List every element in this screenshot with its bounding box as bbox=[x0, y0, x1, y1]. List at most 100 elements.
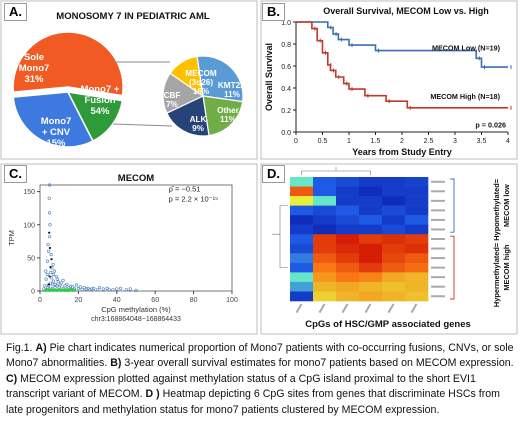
scatter-point bbox=[43, 284, 47, 288]
heatmap-cell bbox=[313, 196, 337, 206]
heatmap-cell bbox=[405, 196, 429, 206]
y-tick-label: 0 bbox=[31, 289, 35, 296]
scatter-point bbox=[134, 288, 138, 292]
scatter-point bbox=[44, 269, 48, 273]
heatmap-cell bbox=[313, 291, 337, 302]
heatmap-cell bbox=[336, 234, 360, 245]
heatmap-cell bbox=[359, 177, 383, 187]
x-tick-label: 100 bbox=[226, 297, 238, 304]
heatmap-cell bbox=[336, 281, 360, 292]
heatmap-cell bbox=[290, 234, 314, 245]
correlation-p: p = 2.2 × 10⁻¹⁵ bbox=[169, 195, 219, 204]
panel-d-label: D. bbox=[262, 165, 285, 183]
heatmap-x-label: CpGs of HSC/GMP associated genes bbox=[305, 319, 471, 330]
scatter-point bbox=[97, 286, 102, 290]
scatter-point bbox=[80, 288, 84, 292]
row-label-mark bbox=[431, 218, 445, 221]
heatmap-cell bbox=[313, 253, 337, 264]
heatmap-cell bbox=[359, 272, 383, 283]
panel-b-survival-chart: Overall Survival, MECOM Low vs. High0.00… bbox=[260, 0, 518, 160]
y-tick-label: 0.8 bbox=[281, 42, 291, 49]
panel-b-label: B. bbox=[262, 3, 285, 21]
x-tick-label: 4 bbox=[506, 138, 510, 145]
subpie-label-alk: ALK 9% bbox=[190, 115, 207, 133]
scatter-point bbox=[61, 278, 65, 282]
heatmap-cell bbox=[313, 234, 337, 245]
scatter-point bbox=[51, 272, 56, 277]
x-tick-label: 0 bbox=[294, 138, 298, 145]
scatter-point bbox=[45, 272, 49, 277]
column-label-mark bbox=[410, 303, 418, 314]
x-axis-label: CpG methylation (%) bbox=[101, 305, 171, 314]
scatter-point bbox=[128, 287, 132, 291]
heatmap-cell bbox=[359, 215, 383, 225]
heatmap-cell bbox=[313, 215, 337, 225]
y-axis-label: Overall Survival bbox=[264, 43, 274, 111]
heatmap-cell bbox=[382, 243, 406, 254]
scatter-point bbox=[71, 285, 75, 289]
row-label-mark bbox=[431, 228, 445, 231]
heatmap-cell bbox=[405, 186, 429, 197]
scatter-point bbox=[65, 282, 69, 286]
scatter-point bbox=[46, 243, 50, 247]
heatmap-cell bbox=[313, 272, 337, 283]
heatmap-cell bbox=[290, 262, 314, 273]
row-label-mark bbox=[431, 285, 445, 288]
heatmap-cell bbox=[382, 205, 406, 216]
heatmap-cell bbox=[382, 291, 406, 302]
heatmap-cell bbox=[382, 234, 406, 245]
y-axis-label: TPM bbox=[7, 230, 16, 246]
heatmap-cell bbox=[405, 205, 429, 216]
heatmap-cell bbox=[382, 177, 406, 187]
pie-slice-sole-monosomy-7 bbox=[12, 91, 94, 148]
heatmap-cell bbox=[313, 177, 337, 187]
scatter-point bbox=[69, 284, 73, 288]
heatmap-cell bbox=[336, 186, 360, 197]
caption-c-text: MECOM expression plotted against methyla… bbox=[6, 372, 476, 401]
heatmap-cell bbox=[405, 224, 429, 235]
x-axis-label: Years from Study Entry bbox=[352, 147, 452, 157]
subpie-label-mecom-3q26: MECOM (3q26) 16% bbox=[185, 69, 217, 96]
heatmap-cell bbox=[290, 177, 314, 187]
heatmap-cell bbox=[382, 253, 406, 264]
heatmap-cell bbox=[359, 196, 383, 206]
scatter-point bbox=[47, 235, 52, 239]
row-label-mark bbox=[431, 199, 445, 202]
heatmap-cell bbox=[313, 224, 337, 235]
scatter-point-dark bbox=[50, 258, 53, 261]
heatmap-cell bbox=[359, 262, 383, 273]
heatmap-cell bbox=[359, 205, 383, 216]
heatmap-cell bbox=[313, 186, 337, 197]
row-label-mark bbox=[431, 257, 445, 260]
heatmap-cell bbox=[359, 186, 383, 197]
caption-d-text: Heatmap depicting 6 CpG sites from genes… bbox=[6, 388, 500, 416]
row-label-mark bbox=[431, 209, 445, 212]
panel-a-frame bbox=[0, 0, 258, 160]
scatter-point-dark bbox=[47, 283, 50, 286]
scatter-point bbox=[86, 286, 90, 290]
group-label-mecom-low: MECOM low bbox=[502, 184, 511, 227]
heatmap-cell bbox=[382, 224, 406, 235]
panel-a-title: MONOSOMY 7 IN PEDIATRIC AML bbox=[56, 11, 210, 22]
heatmap-cell bbox=[405, 177, 429, 187]
scatter-point bbox=[47, 211, 52, 215]
scatter-point bbox=[124, 288, 128, 292]
heatmap-cell bbox=[382, 281, 406, 292]
caption-c-label: C) bbox=[6, 372, 18, 385]
y-tick-label: 100 bbox=[23, 222, 35, 229]
row-dendrogram bbox=[272, 205, 288, 268]
row-label-mark bbox=[431, 180, 445, 183]
heatmap-cell bbox=[405, 272, 429, 283]
column-label-mark bbox=[364, 303, 372, 314]
scatter-point bbox=[49, 270, 53, 275]
scatter-point bbox=[51, 282, 55, 286]
scatter-point bbox=[46, 259, 50, 263]
y-tick-label: 0.4 bbox=[281, 86, 291, 93]
scatter-point bbox=[101, 287, 105, 291]
heatmap-cell bbox=[359, 281, 383, 292]
heatmap-cell bbox=[313, 262, 337, 273]
heatmap-cell bbox=[336, 196, 360, 206]
panel-c-frame bbox=[0, 163, 258, 335]
scatter-point-dark bbox=[49, 266, 52, 269]
heatmap-cell bbox=[382, 196, 406, 206]
